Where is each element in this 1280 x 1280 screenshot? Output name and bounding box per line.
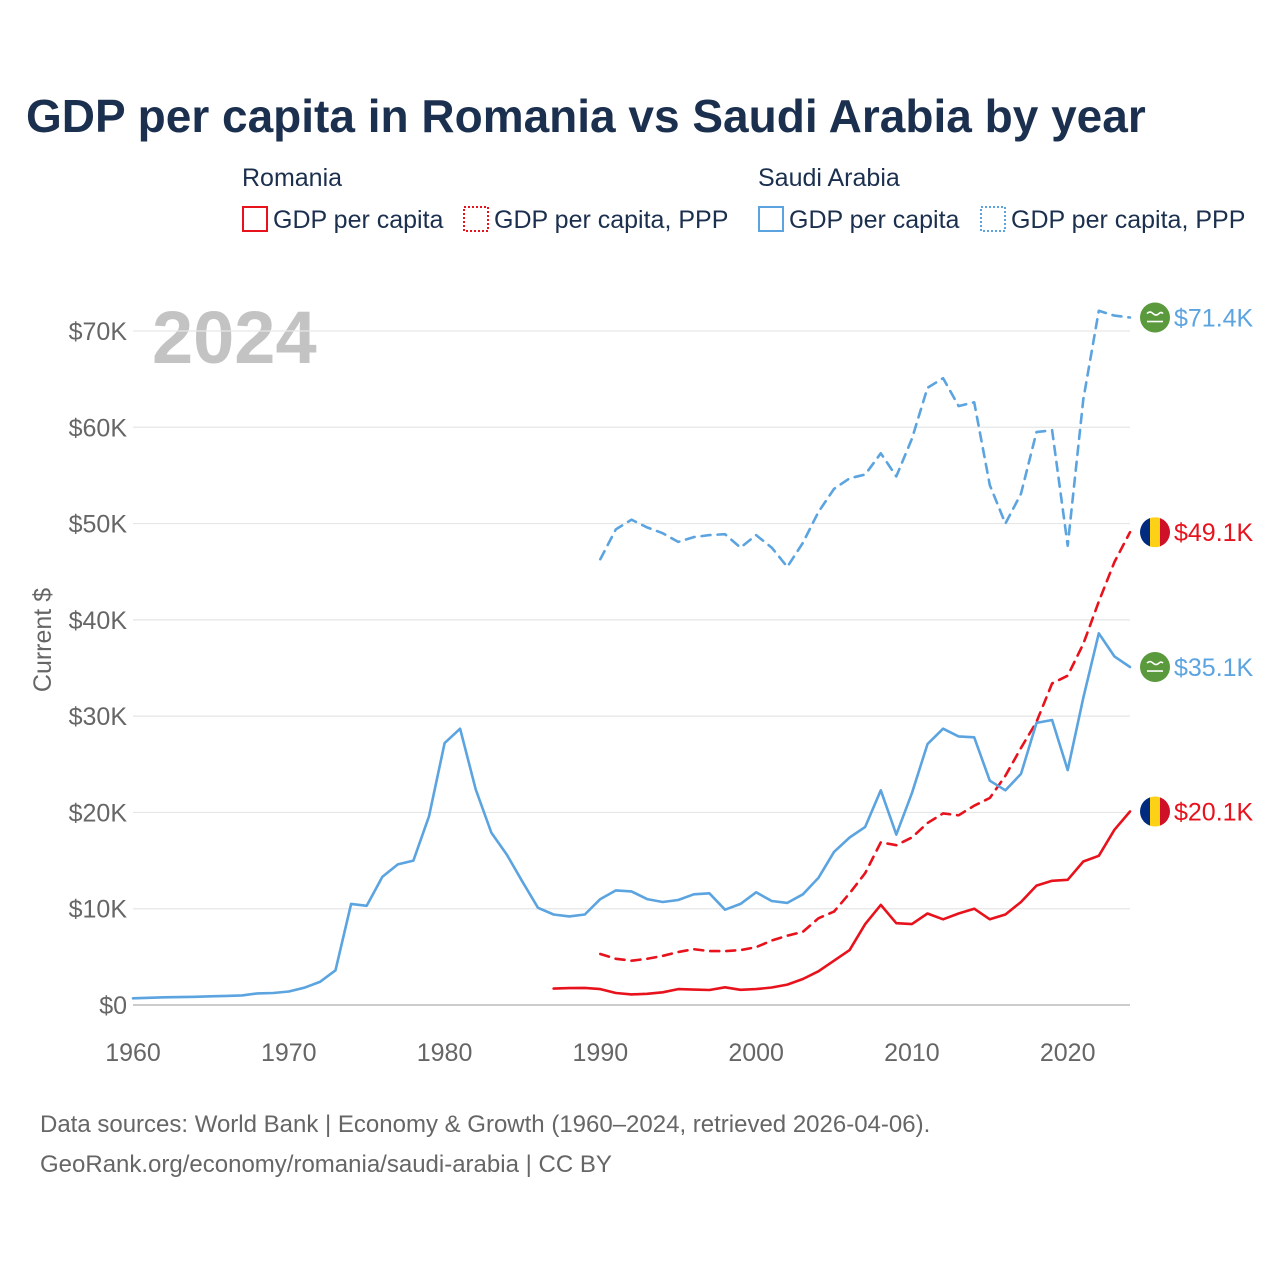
- chart-title: GDP per capita in Romania vs Saudi Arabi…: [26, 90, 1146, 142]
- y-tick-label: $30K: [69, 703, 128, 731]
- year-label: 2024: [152, 296, 317, 379]
- x-tick-label: 1990: [573, 1039, 629, 1067]
- x-tick-label: 2010: [884, 1039, 940, 1067]
- end-value-label: $35.1K: [1174, 654, 1254, 682]
- legend-group-romania: Romania: [242, 164, 342, 192]
- series-line-saudi-arabia-gdp-per-capita-ppp[interactable]: [598, 309, 1132, 569]
- x-tick-label: 2000: [728, 1039, 784, 1067]
- series-lines: [131, 309, 1132, 1000]
- legend-item-romania-gdp[interactable]: GDP per capita: [273, 206, 444, 234]
- legend-swatch-romania-gdp[interactable]: [242, 206, 268, 232]
- y-tick-label: $60K: [69, 414, 128, 442]
- series-line-saudi-arabia-gdp-per-capita[interactable]: [131, 631, 1132, 1000]
- gridlines: [133, 330, 1130, 1006]
- y-tick-label: $40K: [69, 607, 128, 635]
- series-line-romania-gdp-per-capita-ppp[interactable]: [598, 530, 1132, 963]
- y-tick-label: $10K: [69, 896, 128, 924]
- legend-swatch-saudi-gdp[interactable]: [758, 206, 784, 232]
- end-value-label: $20.1K: [1174, 798, 1254, 826]
- x-axis-ticks: 1960 1970 1980 1990 2000 2010 2020: [105, 1039, 1095, 1067]
- source-url[interactable]: GeoRank.org/economy/romania/saudi-arabia…: [40, 1151, 612, 1178]
- legend-swatch-romania-ppp[interactable]: [463, 206, 489, 232]
- y-tick-label: $50K: [69, 511, 128, 539]
- legend-item-saudi-gdp[interactable]: GDP per capita: [789, 206, 960, 234]
- x-tick-label: 2020: [1040, 1039, 1096, 1067]
- saudi-flag-icon: [1140, 302, 1170, 333]
- romania-flag-icon: [1140, 517, 1170, 548]
- series-line-romania-gdp-per-capita[interactable]: [552, 810, 1132, 996]
- legend-swatch-saudi-ppp[interactable]: [980, 206, 1006, 232]
- saudi-flag-icon: [1140, 652, 1170, 683]
- end-value-label: $49.1K: [1174, 519, 1254, 547]
- x-tick-label: 1960: [105, 1039, 161, 1067]
- legend-item-romania-ppp[interactable]: GDP per capita, PPP: [494, 206, 728, 234]
- romania-flag-icon: [1140, 796, 1170, 827]
- x-tick-label: 1980: [417, 1039, 473, 1067]
- y-tick-label: $70K: [69, 318, 128, 346]
- y-tick-label: $0: [99, 992, 127, 1020]
- legend-item-saudi-ppp[interactable]: GDP per capita, PPP: [1011, 206, 1245, 234]
- x-tick-label: 1970: [261, 1039, 317, 1067]
- end-labels: $71.4K $49.1K $35.1K $20.1K: [1140, 302, 1254, 827]
- source-note: Data sources: World Bank | Economy & Gro…: [40, 1111, 930, 1138]
- end-value-label: $71.4K: [1174, 305, 1254, 333]
- y-axis-ticks: $0 $10K $20K $30K $40K $50K $60K $70K: [69, 318, 128, 1020]
- y-tick-label: $20K: [69, 799, 128, 827]
- legend-group-saudi-arabia: Saudi Arabia: [758, 164, 900, 192]
- y-axis-label: Current $: [29, 588, 57, 692]
- legend: Romania GDP per capita GDP per capita, P…: [242, 164, 1245, 234]
